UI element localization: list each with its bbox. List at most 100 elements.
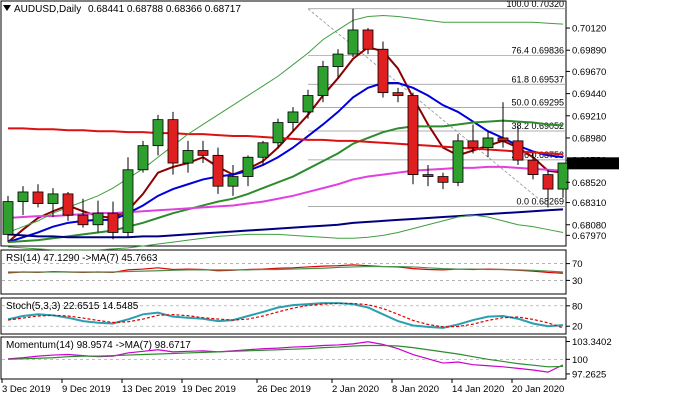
candle: [152, 114, 164, 156]
stochastic-indicator: 80 20: [2, 301, 583, 333]
date-axis-label: 26 Dec 2019: [257, 384, 311, 395]
candle: [197, 140, 209, 164]
date-axis: 3 Dec 2019 9 Dec 2019 13 Dec 2019 19 Dec 20…: [1, 379, 564, 395]
candle-body-bear: [377, 48, 389, 94]
candle: [242, 155, 254, 187]
candle: [512, 126, 524, 165]
moving-average-line: [8, 127, 564, 156]
moving-average-line: [7, 214, 564, 251]
candle-body-bear: [212, 154, 224, 187]
candle-body-bear: [392, 92, 404, 96]
moving-average-line: [7, 14, 564, 233]
candle: [467, 124, 479, 154]
stoch-panel-frame: [0, 297, 567, 335]
candle: [557, 162, 569, 198]
candle-body-bull: [272, 122, 284, 144]
candle: [482, 131, 494, 158]
candle: [302, 89, 314, 119]
candle-body-bear: [527, 159, 539, 176]
candle-body-bull: [92, 212, 104, 226]
candle-body-bear: [62, 193, 74, 216]
svg-text:0.68717: 0.68717: [576, 159, 610, 170]
price-axis-label: 0.69890: [572, 46, 606, 57]
candle-body-bull: [347, 29, 359, 55]
candle-body-bull: [17, 191, 29, 203]
candle-body-bear: [32, 191, 44, 204]
date-axis-label: 3 Dec 2019: [2, 384, 51, 395]
candle: [452, 134, 464, 187]
price-axis-label: 0.69670: [572, 67, 606, 78]
candle-body-bear: [407, 95, 419, 176]
moving-average-line: [7, 119, 564, 244]
indicator-axis-label: 30: [572, 276, 583, 287]
candle: [17, 186, 29, 216]
candle-body-bear: [197, 150, 209, 156]
ohlc-label: 0.68441 0.68788 0.68366 0.68717: [88, 4, 241, 15]
candle: [92, 200, 104, 233]
candle: [77, 198, 89, 228]
candle-body-bull: [152, 119, 164, 147]
candle: [497, 102, 509, 148]
price-axis-label: 0.69440: [572, 89, 606, 100]
fib-level-label: 0.0 0.68269: [516, 197, 564, 207]
candle: [47, 188, 59, 218]
candle: [377, 41, 389, 98]
momentum-title: Momentum(14) 98.9574 ->MA(7) 98.6717: [6, 340, 191, 351]
fib-level-label: 50.0 0.69295: [511, 98, 564, 108]
indicator-axis-label: 100: [572, 355, 588, 366]
candle-body-bull: [47, 193, 59, 204]
candle: [527, 153, 539, 180]
price-axis-label: 0.67970: [572, 231, 606, 242]
current-price-tag: 0.68717: [567, 157, 619, 170]
candle: [107, 201, 119, 240]
candle-body-bull: [227, 176, 239, 187]
candle-body-bull: [137, 145, 149, 171]
candle: [347, 8, 359, 57]
candle-body-bear: [437, 176, 449, 183]
candle-body-bear: [167, 119, 179, 164]
candle: [212, 147, 224, 194]
candle: [392, 87, 404, 103]
candle: [422, 164, 434, 187]
candle-body-bull: [287, 111, 299, 123]
price-axis-label: 0.68520: [572, 178, 606, 189]
candle-body-bull: [482, 137, 494, 149]
indicator-axis-label: 70: [572, 259, 583, 270]
indicator-line: [7, 344, 564, 368]
price-axis-label: 0.68310: [572, 198, 606, 209]
date-axis-label: 2 Jan 2020: [332, 384, 379, 395]
fib-level-label: 23.6 0.68753: [511, 150, 564, 160]
candle: [182, 140, 194, 173]
candle: [542, 169, 554, 208]
stoch-title: Stoch(5,3,3) 22.6515 14.5485: [6, 301, 139, 312]
candle: [167, 111, 179, 175]
indicator-axis-label: 103.3402: [572, 337, 612, 348]
candle-body-bear: [542, 174, 554, 190]
fib-level-label: 38.2 0.69052: [511, 121, 564, 131]
candle-body-bull: [332, 53, 344, 68]
candle-body-bear: [467, 140, 479, 149]
candle-body-bull: [257, 142, 269, 158]
indicator-line: [8, 265, 564, 273]
candle: [272, 118, 284, 148]
fib-level-label: 76.4 0.69836: [511, 45, 564, 55]
candle-body-bull: [557, 162, 569, 190]
date-axis-label: 8 Jan 2020: [392, 384, 439, 395]
candle-body-bull: [242, 156, 254, 177]
candle-body-bull: [182, 150, 194, 164]
candle: [32, 184, 44, 208]
candle-body-bull: [452, 140, 464, 183]
date-axis-label: 20 Jan 2020: [512, 384, 564, 395]
date-axis-label: 13 Dec 2019: [122, 384, 176, 395]
rsi-panel-frame: [0, 249, 567, 295]
candle-body-bear: [512, 140, 524, 161]
candle: [407, 92, 419, 185]
rsi-indicator: 70 30: [2, 259, 583, 287]
collapse-triangle-icon[interactable]: [3, 5, 11, 11]
candle: [287, 107, 299, 132]
price-axis-label: 0.68080: [572, 220, 606, 231]
fib-level-label: 100.0 0.70320: [506, 0, 564, 9]
moving-averages: [7, 14, 564, 251]
candle: [257, 140, 269, 165]
